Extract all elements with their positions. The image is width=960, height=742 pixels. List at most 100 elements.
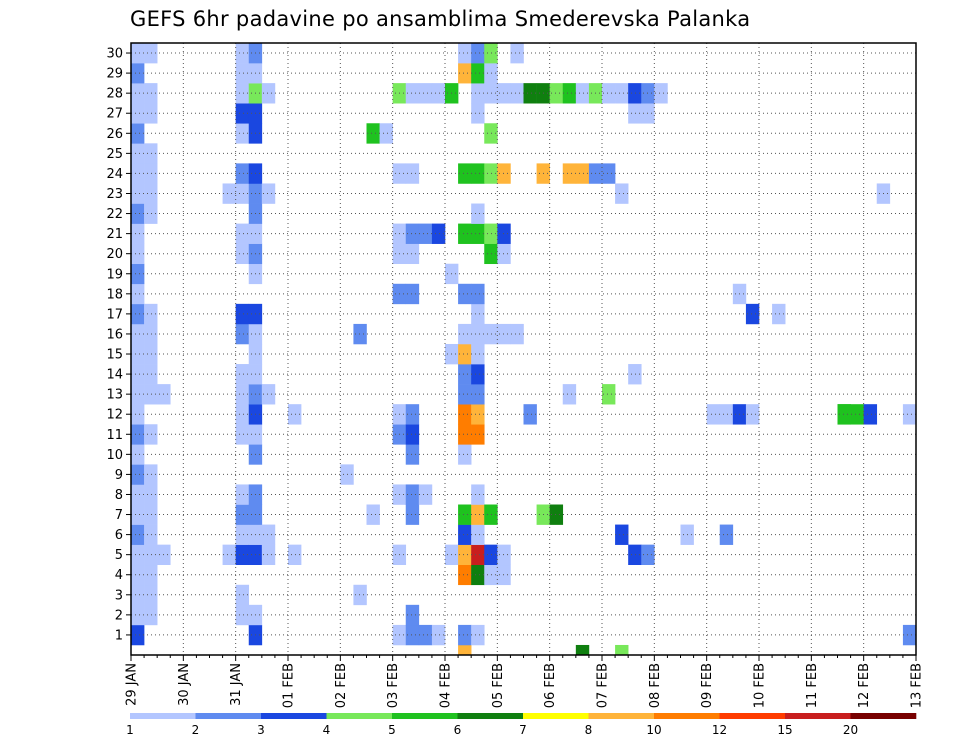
heatmap-cell — [458, 544, 472, 566]
heatmap-cell — [144, 564, 158, 586]
heatmap-cell — [523, 404, 537, 425]
x-tick-label: 05 FEB — [491, 663, 506, 708]
heatmap-cell — [484, 63, 498, 84]
heatmap-cell — [471, 424, 485, 445]
colorbar-swatch — [130, 713, 196, 719]
heatmap-cell — [131, 544, 145, 566]
heatmap-cell — [131, 364, 145, 385]
heatmap-cell — [405, 243, 420, 265]
heatmap-cell — [431, 624, 446, 646]
y-axis-ticks: 1234567891011121314151617181920212223242… — [106, 47, 131, 643]
heatmap-cell — [131, 604, 145, 626]
colorbar-label: 7 — [519, 723, 527, 737]
heatmap-cell — [405, 223, 420, 244]
y-tick-label: 29 — [106, 67, 123, 82]
heatmap-cell — [458, 63, 472, 84]
heatmap-cell — [261, 524, 276, 545]
heatmap-cell — [562, 163, 577, 184]
heatmap-cell — [458, 384, 472, 405]
heatmap-cell — [471, 343, 485, 365]
y-tick-label: 27 — [106, 107, 123, 122]
heatmap-cell — [144, 183, 158, 204]
heatmap-cell — [131, 43, 145, 64]
heatmap-cell — [144, 544, 158, 566]
heatmap-cell — [575, 644, 590, 656]
heatmap-cell — [471, 43, 485, 64]
colorbar-swatch — [326, 713, 393, 719]
heatmap-cell — [471, 163, 485, 184]
heatmap-cell — [471, 203, 485, 224]
heatmap-cell — [131, 143, 145, 164]
heatmap-cell — [366, 123, 380, 144]
heatmap-cell — [458, 343, 472, 365]
heatmap-cell — [719, 404, 734, 425]
heatmap-cell — [131, 303, 145, 325]
heatmap-cell — [471, 384, 485, 405]
heatmap-cell — [131, 524, 145, 545]
heatmap-cell — [405, 424, 420, 445]
heatmap-cell — [602, 163, 616, 184]
colorbar-label: 1 — [126, 723, 134, 737]
heatmap-cell — [235, 83, 250, 104]
heatmap-cell — [510, 43, 524, 64]
heatmap-cell — [131, 243, 145, 265]
y-tick-label: 2 — [115, 608, 123, 623]
heatmap-cell — [235, 243, 250, 265]
heatmap-cell — [471, 504, 485, 525]
y-tick-label: 5 — [115, 548, 123, 563]
heatmap-cell — [850, 404, 864, 425]
heatmap-cell — [405, 83, 420, 104]
heatmap-cell — [484, 544, 498, 566]
heatmap-cell — [549, 504, 564, 525]
y-tick-label: 4 — [115, 568, 123, 583]
heatmap-cell — [235, 504, 250, 525]
heatmap-cell — [484, 504, 498, 525]
x-tick-label: 10 FEB — [753, 663, 768, 708]
heatmap-cell — [471, 524, 485, 545]
heatmap-cell — [458, 223, 472, 244]
heatmap-cell — [484, 564, 498, 586]
heatmap-cell — [144, 323, 158, 345]
chart-title: GEFS 6hr padavine po ansamblima Smederev… — [130, 7, 750, 31]
colorbar-swatch — [654, 713, 720, 719]
x-axis-ticks: 29 JAN 30 JAN 31 JAN 01 FEB 02 FEB 03 FEB 04 F… — [125, 655, 925, 708]
colorbar-label: 4 — [323, 723, 331, 737]
heatmap-cell — [484, 223, 498, 244]
heatmap-cell — [510, 323, 524, 345]
heatmap-cell — [235, 323, 250, 345]
x-tick-label: 02 FEB — [334, 663, 349, 708]
heatmap-cell — [471, 404, 485, 425]
y-tick-label: 10 — [106, 448, 123, 463]
y-tick-label: 8 — [115, 488, 123, 503]
heatmap-cell — [235, 303, 250, 325]
heatmap-cell — [131, 123, 145, 144]
heatmap-cell — [484, 43, 498, 64]
y-tick-label: 16 — [106, 327, 123, 342]
y-tick-label: 3 — [115, 588, 123, 603]
y-tick-label: 12 — [106, 408, 123, 423]
heatmap-cell — [131, 183, 145, 204]
colorbar-swatch — [523, 713, 589, 719]
heatmap-cell — [458, 43, 472, 64]
x-tick-label: 07 FEB — [596, 663, 611, 708]
colorbar-label: 2 — [192, 723, 200, 737]
heatmap-cell — [131, 203, 145, 224]
heatmap-cell — [235, 183, 250, 204]
heatmap-cell — [353, 584, 367, 606]
heatmap-cell — [235, 604, 250, 626]
y-tick-label: 21 — [106, 227, 123, 242]
y-tick-label: 6 — [115, 528, 123, 543]
y-tick-label: 9 — [115, 468, 123, 483]
colorbar-label: 8 — [585, 723, 593, 737]
y-tick-label: 19 — [106, 267, 123, 282]
heatmap-cell — [144, 163, 158, 184]
heatmap-cell — [615, 644, 629, 656]
heatmap-cell — [484, 123, 498, 144]
heatmap-cell — [131, 504, 145, 525]
heatmap-cell — [471, 624, 485, 646]
heatmap-cell — [497, 544, 511, 566]
heatmap-cell — [497, 564, 511, 586]
colorbar-swatch — [261, 713, 327, 719]
heatmap-cell — [418, 624, 433, 646]
heatmap-cell — [131, 163, 145, 184]
